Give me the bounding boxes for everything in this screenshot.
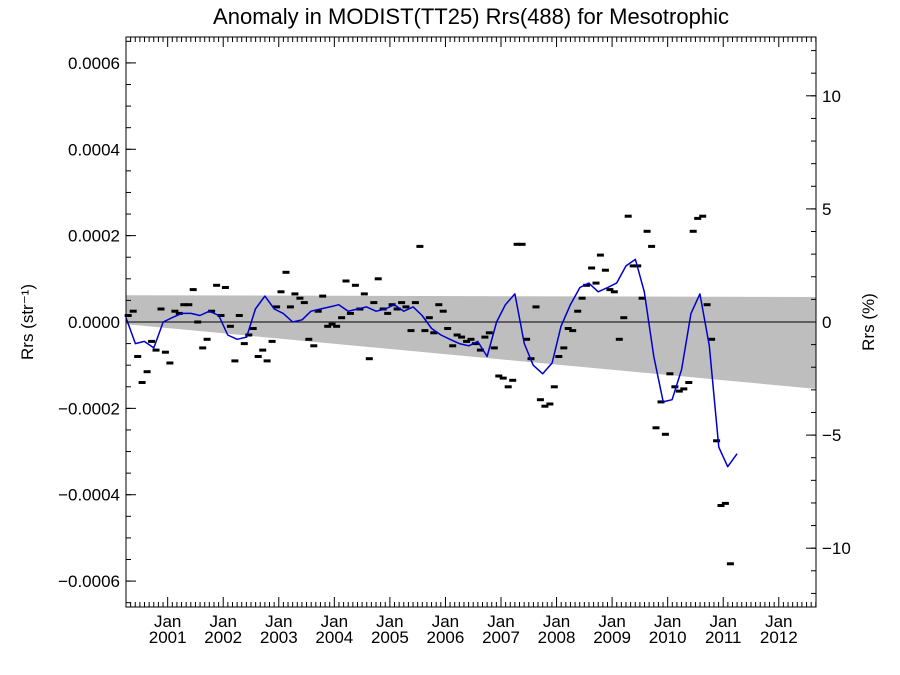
x-axis-tick-labels: Jan2001Jan2002Jan2003Jan2004Jan2005Jan20…: [149, 612, 798, 647]
uncertainty-band: [126, 295, 816, 389]
right-y-axis-label: Rrs (%): [859, 293, 878, 351]
x-tick-label-month: Jan: [265, 612, 292, 631]
x-tick-label-month: Jan: [543, 612, 570, 631]
left-y-axis-label: Rrs (str⁻¹): [18, 284, 37, 360]
x-tick-label-year: 2011: [705, 628, 742, 647]
x-tick-label-month: Jan: [154, 612, 181, 631]
right-y-axis-tick-labels: 10 5 0 −5 −10: [822, 87, 851, 558]
x-tick-label-year: 2010: [649, 628, 687, 647]
smoothed-anomaly-line: [125, 258, 738, 468]
x-tick-label-month: Jan: [432, 612, 459, 631]
y-tick-label: 0.0000: [68, 313, 120, 332]
smoothed-anomaly-path: [125, 258, 738, 468]
x-tick-label-month: Jan: [654, 612, 681, 631]
x-tick-label-year: 2012: [760, 628, 798, 647]
x-tick-label-month: Jan: [598, 612, 625, 631]
x-tick-label-year: 2005: [371, 628, 409, 647]
x-tick-label-month: Jan: [487, 612, 514, 631]
y-tick-label: −0.0004: [58, 486, 120, 505]
monthly-anomaly-markers: [124, 214, 734, 566]
y2-tick-label: 5: [822, 200, 831, 219]
x-tick-label-year: 2004: [315, 628, 353, 647]
y2-tick-label: −10: [822, 539, 851, 558]
x-tick-label-month: Jan: [710, 612, 737, 631]
uncertainty-band-area: [126, 295, 816, 389]
x-tick-label-year: 2007: [482, 628, 520, 647]
x-tick-label-year: 2002: [204, 628, 242, 647]
x-tick-label-year: 2003: [260, 628, 298, 647]
y2-tick-label: −5: [822, 426, 841, 445]
chart-title: Anomaly in MODIST(TT25) Rrs(488) for Mes…: [213, 4, 729, 29]
y2-tick-label: 10: [822, 87, 841, 106]
axis-ticks: [125, 37, 817, 607]
x-tick-label-month: Jan: [321, 612, 348, 631]
y2-tick-label: 0: [822, 313, 831, 332]
x-tick-label-month: Jan: [210, 612, 237, 631]
left-y-axis-tick-labels: 0.0006 0.0004 0.0002 0.0000 −0.0002 −0.0004 −0…: [58, 54, 120, 591]
y-tick-label: −0.0006: [58, 572, 120, 591]
y-tick-label: 0.0002: [68, 227, 120, 246]
y-tick-label: −0.0002: [58, 399, 120, 418]
x-tick-label-year: 2001: [149, 628, 187, 647]
y-tick-label: 0.0004: [68, 140, 120, 159]
x-tick-label-month: Jan: [376, 612, 403, 631]
x-tick-label-year: 2006: [427, 628, 465, 647]
y-tick-label: 0.0006: [68, 54, 120, 73]
x-tick-label-month: Jan: [765, 612, 792, 631]
x-tick-label-year: 2009: [593, 628, 631, 647]
x-tick-label-year: 2008: [538, 628, 576, 647]
